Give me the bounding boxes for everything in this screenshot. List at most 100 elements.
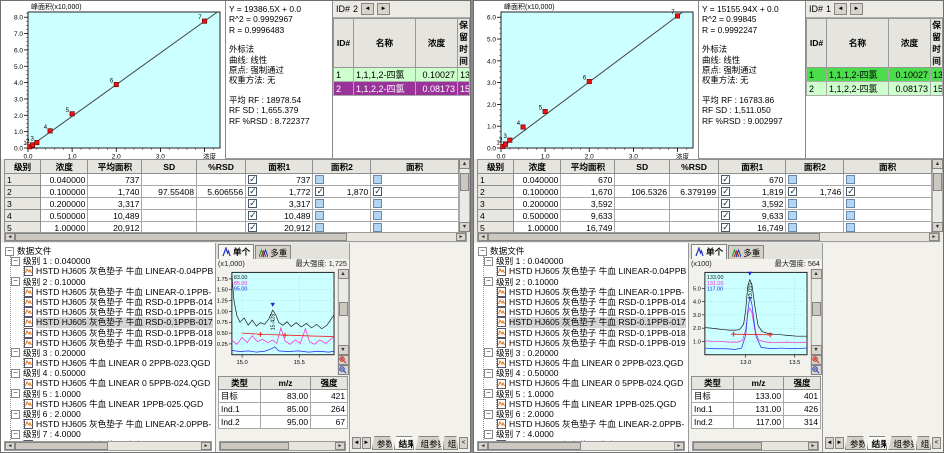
area-checkbox[interactable] bbox=[315, 199, 325, 208]
tree-level-item[interactable]: − 级别 6 : 2.0000 bbox=[484, 409, 688, 419]
compound-row[interactable]: 21,1,2,2-四氯0.0817315.428 bbox=[333, 81, 470, 96]
area-checkbox[interactable] bbox=[248, 175, 258, 185]
tree-file-item[interactable]: HSTD HJ605 灰色垫子 牛血 RSD-0.1PPB-014 bbox=[497, 297, 688, 308]
area-checkbox[interactable] bbox=[248, 223, 258, 232]
tree-file-item[interactable]: HSTD HJ605 灰色垫子 牛血 RSD-0.1PPB-019 bbox=[24, 338, 215, 348]
area-checkbox[interactable] bbox=[846, 175, 856, 184]
tab-group-parameters[interactable]: 组参数 bbox=[888, 436, 915, 450]
collapse-icon[interactable]: − bbox=[5, 246, 14, 256]
tree-file-item[interactable]: HSTD HJ605 牛血 LINEAR 1PPB-025.QGD bbox=[497, 399, 688, 409]
collapse-icon[interactable]: − bbox=[484, 277, 493, 287]
scroll-up-arrow[interactable]: ▲ bbox=[932, 159, 943, 169]
scroll-down-arrow[interactable]: ▼ bbox=[932, 222, 943, 232]
tree-file-item[interactable]: HSTD HJ605 牛血 LINEAR 0 2PPB-023.QGD bbox=[497, 358, 688, 369]
tree-root[interactable]: − 数据文件 bbox=[478, 246, 688, 256]
tree-file-item[interactable]: HSTD HJ605 灰色垫子 牛血 RSD-0.1PPB-014 bbox=[24, 297, 215, 308]
calibration-plot[interactable]: 峰面积(x10,000) 0.0 1.0 2.0 3.0 4.0 5.0 6.0 0.0 1.0 2… bbox=[474, 1, 698, 159]
collapse-icon[interactable]: − bbox=[11, 348, 20, 358]
level-horizontal-scrollbar[interactable]: ◄ ► bbox=[477, 232, 940, 242]
level-vertical-scrollbar[interactable]: ▲ ▼ bbox=[459, 159, 470, 232]
collapse-icon[interactable]: − bbox=[11, 368, 20, 378]
area-checkbox[interactable] bbox=[248, 187, 258, 197]
tree-level-item[interactable]: − 级别 4 : 0.50000 bbox=[11, 368, 215, 378]
scroll-right-arrow[interactable]: ► bbox=[808, 442, 818, 450]
tree-level-item[interactable]: − 级别 1 : 0.040000 bbox=[484, 256, 688, 266]
compound-row[interactable]: 11,1,1,2-四氯0.1002713.055 bbox=[333, 67, 470, 82]
area-checkbox[interactable] bbox=[788, 223, 798, 232]
tab-multi-view[interactable]: 多重 bbox=[255, 245, 292, 259]
tree-level-item[interactable]: − 级别 7 : 4.0000 bbox=[11, 429, 215, 439]
level-vertical-scrollbar[interactable]: ▲ ▼ bbox=[932, 159, 943, 232]
mz-row[interactable]: Ind.1 85.00 264 bbox=[218, 402, 348, 416]
area-checkbox[interactable] bbox=[315, 187, 325, 197]
tab-scroll-right-button[interactable]: ► bbox=[361, 437, 371, 449]
scroll-right-arrow[interactable]: ► bbox=[929, 233, 939, 241]
tree-file-item[interactable]: HSTD HJ605 灰色垫子 牛血 LINEAR-2.0PPB- bbox=[24, 419, 215, 430]
area-checkbox[interactable] bbox=[373, 199, 383, 208]
tree-level-item[interactable]: − 级别 7 : 4.0000 bbox=[484, 429, 688, 439]
area-checkbox[interactable] bbox=[788, 211, 798, 220]
tree-file-item[interactable]: HSTD HJ605 灰色垫子 牛血 LINEAR-4.0PPB- bbox=[24, 440, 215, 441]
compound-row[interactable]: 21,1,2,2-四氯0.0817315.428 bbox=[806, 81, 943, 96]
scroll-left-arrow[interactable]: ◄ bbox=[478, 442, 488, 450]
collapse-icon[interactable]: − bbox=[484, 348, 493, 358]
tab-group-results[interactable]: 组 bbox=[915, 436, 932, 450]
scroll-right-arrow[interactable]: ► bbox=[456, 233, 466, 241]
scroll-right-arrow[interactable]: ► bbox=[335, 442, 345, 450]
area-checkbox[interactable] bbox=[846, 187, 856, 197]
area-checkbox[interactable] bbox=[788, 199, 798, 208]
area-checkbox[interactable] bbox=[846, 211, 856, 220]
level-row[interactable]: 10.040000670670 bbox=[476, 173, 932, 186]
collapse-icon[interactable]: − bbox=[484, 368, 493, 378]
tab-results[interactable]: 结果 bbox=[393, 436, 415, 450]
tree-file-item[interactable]: HSTD HJ605 灰色垫子 牛血 RSD-0.1PPB-017 bbox=[497, 317, 688, 328]
area-checkbox[interactable] bbox=[315, 175, 325, 184]
tab-scroll-end-button[interactable]: < bbox=[932, 437, 942, 449]
tab-single-view[interactable]: 单个 bbox=[218, 244, 255, 259]
chromatogram-scrollbar[interactable]: ▲ ▼ bbox=[810, 269, 822, 375]
area-checkbox[interactable] bbox=[846, 199, 856, 208]
scroll-left-arrow[interactable]: ◄ bbox=[478, 233, 488, 241]
collapse-icon[interactable]: − bbox=[484, 409, 493, 419]
tree-file-item[interactable]: HSTD HJ605 牛血 LINEAR 0 5PPB-024.QGD bbox=[24, 378, 215, 389]
collapse-icon[interactable]: − bbox=[484, 256, 493, 266]
tree-level-item[interactable]: − 级别 2 : 0.10000 bbox=[484, 277, 688, 287]
tree-file-item[interactable]: HSTD HJ605 牛血 LINEAR 0 5PPB-024.QGD bbox=[497, 378, 688, 389]
tab-results[interactable]: 结果 bbox=[866, 436, 888, 450]
tab-scroll-left-button[interactable]: ◄ bbox=[825, 437, 834, 449]
collapse-icon[interactable]: − bbox=[11, 409, 20, 419]
id-prev-button[interactable]: ◄ bbox=[834, 3, 848, 15]
area-checkbox[interactable] bbox=[846, 223, 856, 232]
area-checkbox[interactable] bbox=[373, 211, 383, 220]
zoom-out-icon[interactable] bbox=[810, 365, 822, 375]
collapse-icon[interactable]: − bbox=[484, 429, 493, 439]
zoom-out-icon[interactable] bbox=[337, 365, 349, 375]
mz-row[interactable]: Ind.1 131.00 426 bbox=[691, 402, 821, 416]
level-horizontal-scrollbar[interactable]: ◄ ► bbox=[4, 232, 467, 242]
tree-file-item[interactable]: HSTD HJ605 灰色垫子 牛血 LINEAR-2.0PPB- bbox=[497, 419, 688, 430]
mz-row[interactable]: 目标 133.00 401 bbox=[691, 389, 821, 403]
scroll-up-arrow[interactable]: ▲ bbox=[337, 269, 349, 279]
collapse-icon[interactable]: − bbox=[11, 256, 20, 266]
collapse-icon[interactable]: − bbox=[11, 277, 20, 287]
tree-file-item[interactable]: HSTD HJ605 灰色垫子 牛血 LINEAR-0.1PPB- bbox=[24, 287, 215, 297]
area-checkbox[interactable] bbox=[315, 223, 325, 232]
mz-row[interactable]: 目标 83.00 421 bbox=[218, 389, 348, 403]
tree-file-item[interactable]: HSTD HJ605 牛血 LINEAR 1PPB-025.QGD bbox=[24, 399, 215, 409]
tree-file-item[interactable]: HSTD HJ605 灰色垫子 牛血 RSD-0.1PPB-015 bbox=[497, 307, 688, 318]
tab-scroll-end-button[interactable]: < bbox=[459, 437, 469, 449]
area-checkbox[interactable] bbox=[373, 187, 383, 197]
tree-file-item[interactable]: HSTD HJ605 灰色垫子 牛血 LINEAR-0.1PPB- bbox=[497, 287, 688, 297]
tree-file-item[interactable]: HSTD HJ605 灰色垫子 牛血 LINEAR-4.0PPB- bbox=[497, 440, 688, 441]
scroll-down-arrow[interactable]: ▼ bbox=[459, 222, 470, 232]
area-checkbox[interactable] bbox=[721, 223, 731, 232]
area-checkbox[interactable] bbox=[248, 199, 258, 209]
calibration-plot[interactable]: 峰面积(x10,000) 0.0 1.0 2.0 3.0 4.0 5.0 6.0 7.0 8.0 0… bbox=[1, 1, 225, 159]
id-next-button[interactable]: ► bbox=[377, 3, 391, 15]
tree-level-item[interactable]: − 级别 4 : 0.50000 bbox=[484, 368, 688, 378]
scroll-up-arrow[interactable]: ▲ bbox=[810, 269, 822, 279]
chromatogram-horizontal-scrollbar[interactable]: ► bbox=[692, 441, 819, 451]
